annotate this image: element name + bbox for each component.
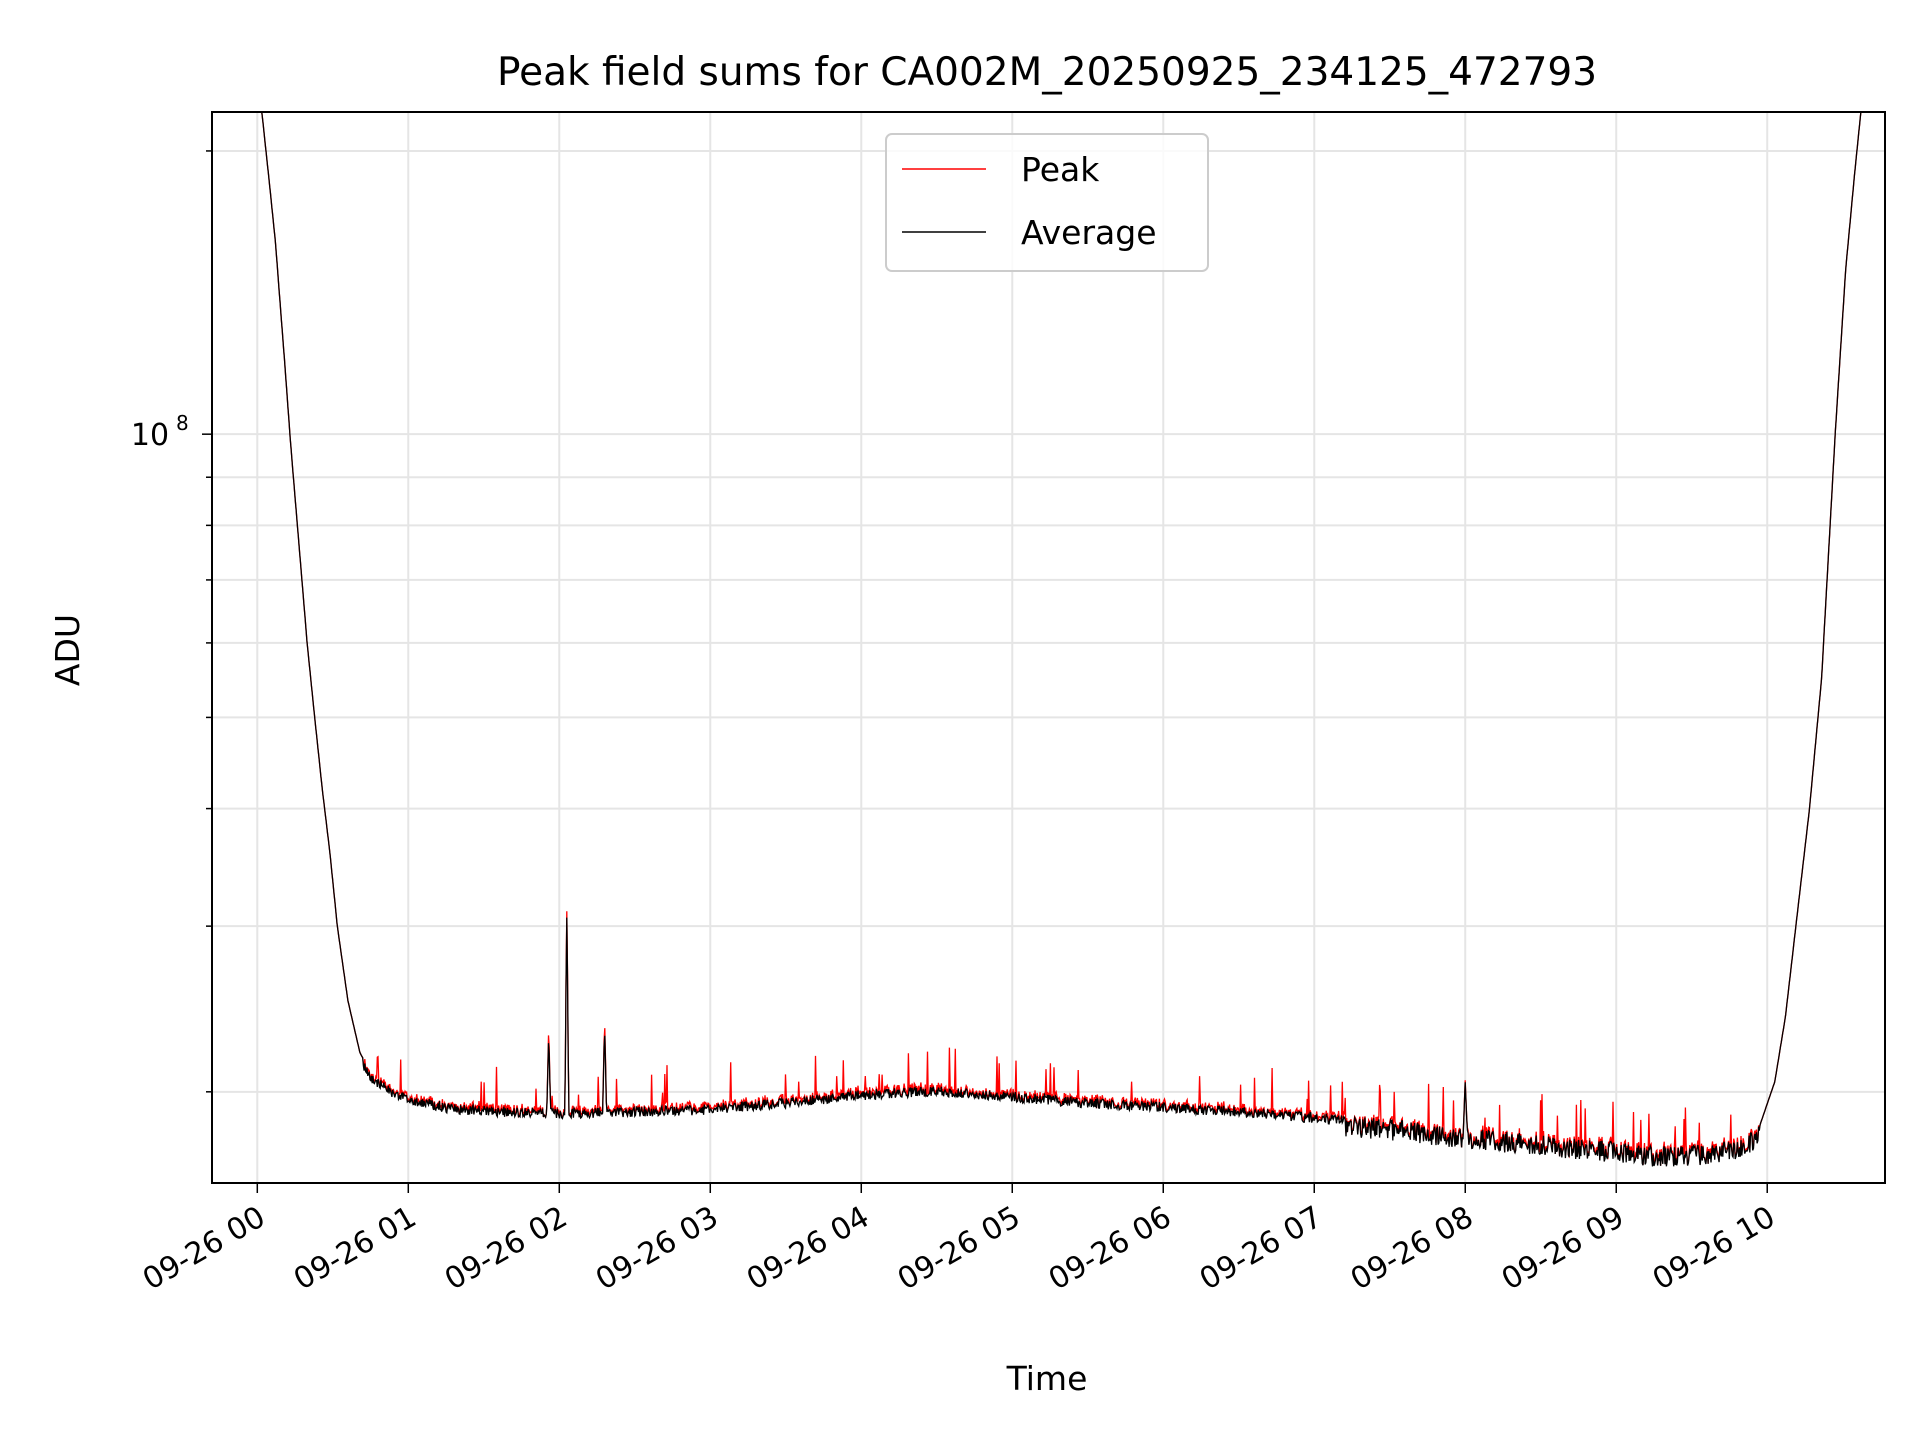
x-tick-label: 09-26 09 — [1496, 1200, 1630, 1298]
legend: Peak Average — [885, 133, 1209, 272]
plot-background — [212, 112, 1885, 1183]
y-tick-label: 10 — [131, 418, 169, 453]
series-average-line — [261, 112, 1862, 1167]
plot-area — [261, 112, 1862, 1167]
x-tick-label: 09-26 10 — [1647, 1200, 1781, 1298]
y-tick-exponent: 8 — [176, 411, 189, 435]
legend-label-peak: Peak — [1021, 150, 1100, 189]
x-tick-label: 09-26 04 — [741, 1200, 875, 1298]
y-axis-label: ADU — [48, 614, 87, 686]
chart-title: Peak field sums for CA002M_20250925_2341… — [497, 50, 1597, 95]
x-tick-label: 09-26 07 — [1194, 1200, 1328, 1298]
x-tick-label: 09-26 01 — [288, 1200, 422, 1298]
x-axis-label: Time — [1006, 1359, 1088, 1398]
x-tick-label: 09-26 06 — [1043, 1200, 1177, 1298]
x-tick-label: 09-26 00 — [137, 1200, 271, 1298]
x-tick-label: 09-26 05 — [892, 1200, 1026, 1298]
axes-frame — [211, 111, 1886, 1184]
legend-label-average: Average — [1021, 213, 1157, 252]
x-tick-label: 09-26 02 — [439, 1200, 573, 1298]
grid — [212, 112, 1885, 1183]
x-tick-label: 09-26 08 — [1345, 1200, 1479, 1298]
x-tick-label: 09-26 03 — [590, 1200, 724, 1298]
